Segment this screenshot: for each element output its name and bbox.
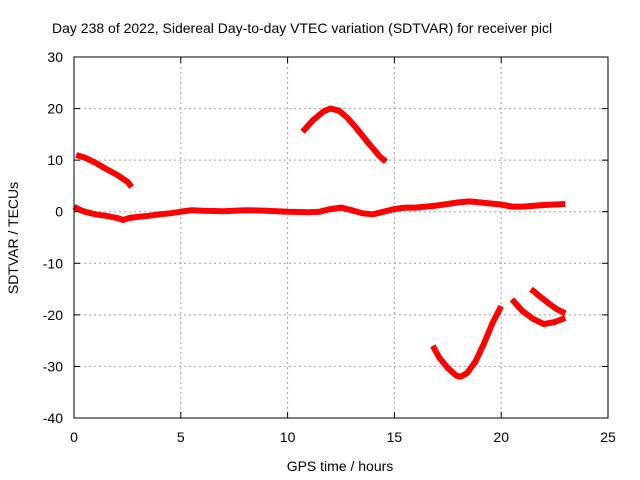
y-tick-label: 0 — [55, 204, 63, 220]
ticks — [73, 56, 609, 419]
series-line-segment-c — [430, 304, 504, 380]
series-group — [72, 105, 567, 380]
tick-labels: 0 5 10 15 20 25 -40 -30 -20 -10 0 10 20 30 — [43, 49, 616, 445]
x-axis-label: GPS time / hours — [287, 458, 394, 474]
x-tick-label: 0 — [70, 429, 78, 445]
x-tick-label: 5 — [177, 429, 185, 445]
series-line-segment-d — [509, 297, 567, 328]
series-line-baseline — [72, 198, 566, 223]
chart-title: Day 238 of 2022, Sidereal Day-to-day VTE… — [52, 20, 552, 36]
y-tick-label: 20 — [47, 101, 63, 117]
x-tick-label: 10 — [280, 429, 296, 445]
grid — [74, 57, 608, 418]
y-axis-label: SDTVAR / TECUs — [5, 182, 21, 294]
plot-frame — [73, 56, 609, 419]
y-tick-label: 10 — [47, 152, 63, 168]
series-line-segment-b — [300, 105, 388, 164]
x-tick-label: 20 — [493, 429, 509, 445]
x-tick-label: 15 — [387, 429, 403, 445]
series-line-segment-a — [75, 152, 135, 189]
y-tick-label: -40 — [43, 410, 63, 426]
y-tick-label: -30 — [43, 358, 63, 374]
y-tick-label: 30 — [47, 49, 63, 65]
y-tick-label: -10 — [43, 255, 63, 271]
x-tick-label: 25 — [600, 429, 616, 445]
series-line-segment-e — [529, 286, 567, 317]
y-tick-label: -20 — [43, 307, 63, 323]
